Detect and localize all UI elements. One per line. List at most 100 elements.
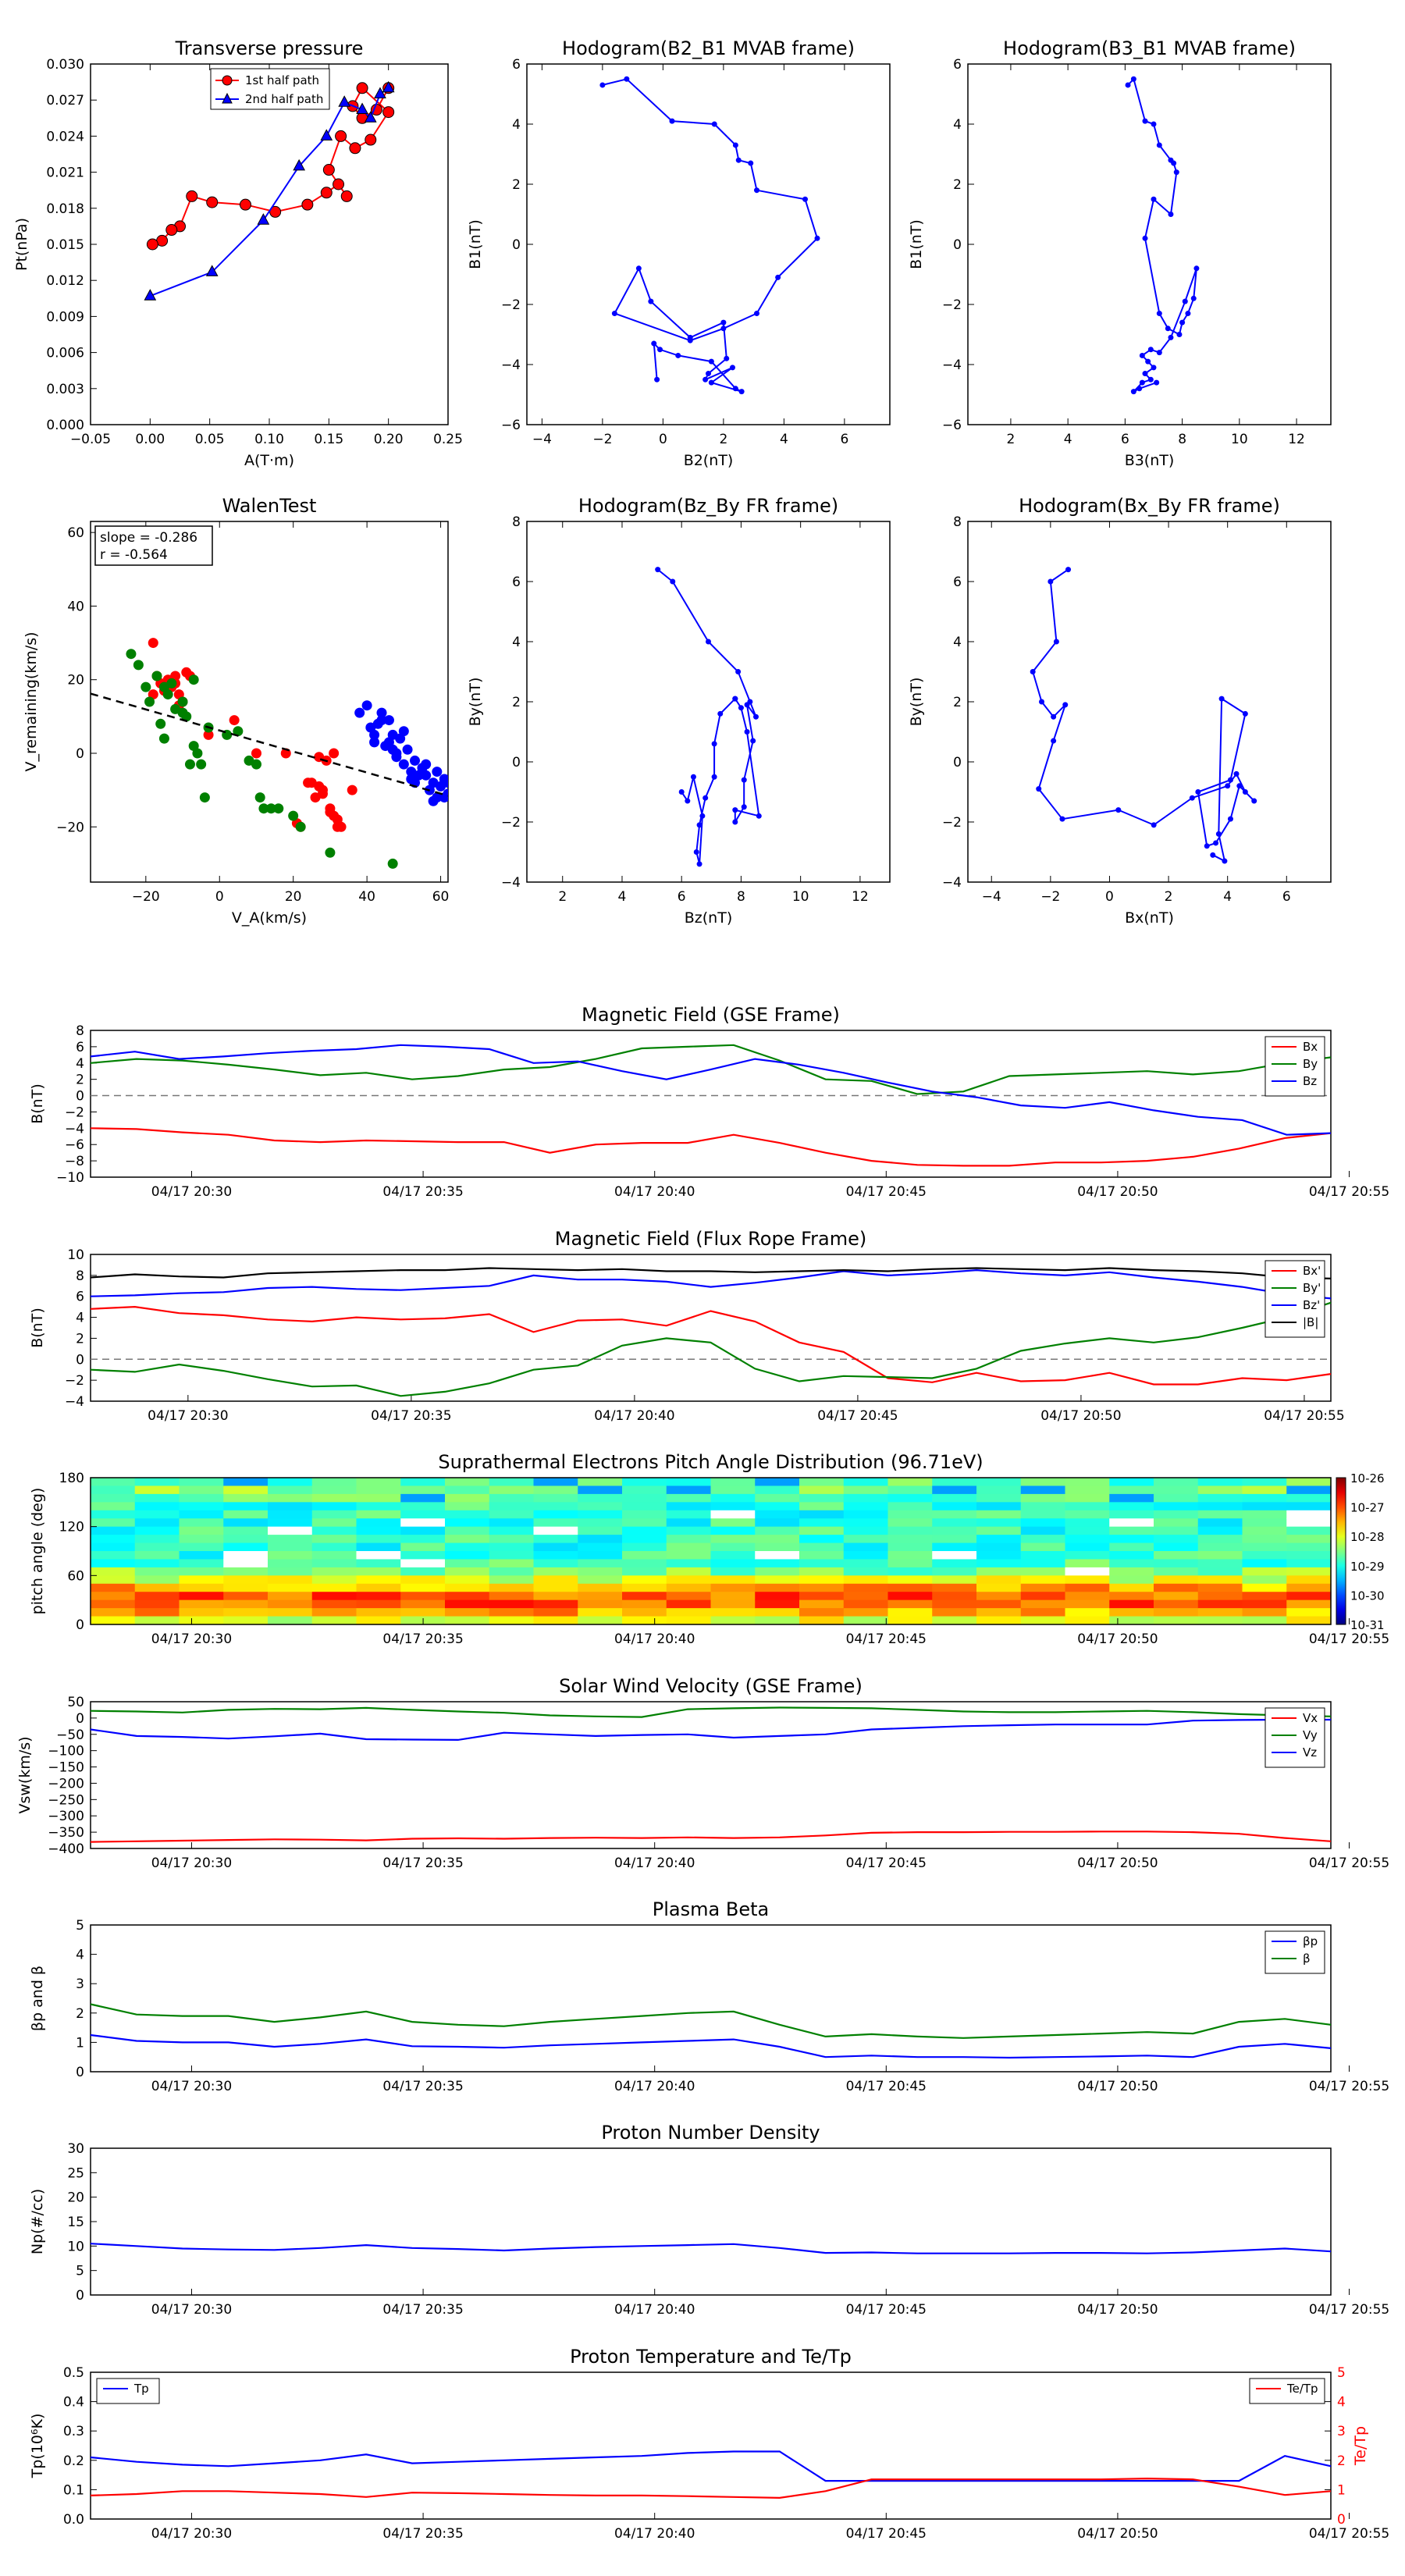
data-point [382,106,395,119]
data-point [374,87,386,98]
heatmap-cell [356,1551,401,1560]
heatmap-cell [1065,1510,1110,1519]
heatmap-cell [755,1551,800,1560]
y-tick-label: −300 [48,1809,84,1824]
heatmap-cell [622,1559,667,1568]
heatmap-cell [489,1510,535,1519]
heatmap-cell [268,1583,313,1592]
series-line [90,2477,1332,2500]
colorbar-tick-label: 10-27 [1350,1501,1385,1515]
heatmap-cell [710,1502,756,1511]
y-tick-label: 30 [67,2141,84,2157]
y-tick-label: −2 [942,815,962,831]
heatmap-cell [843,1526,889,1535]
y-axis: 0 1 2 3 4 5 [76,1918,97,2080]
heatmap-cell [356,1583,401,1592]
data-point [738,389,745,395]
time-tick-label: 04/17 20:35 [382,2526,463,2542]
heatmap-cell [1065,1535,1110,1544]
heatmap-cell [666,1567,712,1576]
heatmap-cell [356,1575,401,1585]
heatmap-cell [932,1518,977,1528]
heatmap-cell [976,1485,1022,1495]
heatmap-cell [932,1485,977,1495]
data-point [735,157,742,163]
data-point [1165,326,1171,332]
heatmap-cell [710,1485,756,1495]
heatmap-cell [179,1493,224,1503]
data-point [696,861,702,867]
data-point [1136,386,1143,392]
series-line [1032,568,1255,863]
data-point [126,649,137,660]
y-tick-label: 0.018 [46,201,84,217]
time-tick-label: 04/17 20:30 [151,2302,232,2318]
time-tick-label: 04/17 20:40 [614,2302,695,2318]
heatmap-cell [710,1567,756,1576]
data-point [1193,265,1200,272]
y-tick-label: 4 [512,635,521,650]
heatmap-cell [1197,1478,1243,1487]
x-tick-label: 2 [1165,889,1173,905]
heatmap-cell [445,1559,490,1568]
y-tick-label: −8 [65,1154,84,1169]
data-point [376,707,387,718]
x-tick-label: 0 [215,889,224,905]
y-axis: 0 60 120 180 [59,1471,97,1633]
y-tick-label: 0.000 [46,418,84,433]
y-tick-label: 0.024 [46,129,84,144]
time-axis: 04/17 20:30 04/17 20:35 04/17 20:40 04/17 2… [151,1618,1389,1647]
legend: Bx By Bz [1264,1036,1325,1097]
y-tick-label: 8 [512,514,521,530]
data-point [1139,379,1145,386]
y-tick-label: 2 [953,177,962,193]
data-point [1125,82,1131,88]
y-tick-label: −2 [942,297,962,313]
legend-entry: β [1303,1952,1311,1966]
heatmap-cell [710,1526,756,1535]
heatmap-cell [1020,1542,1066,1552]
data-point [333,178,345,190]
heatmap-cell [843,1518,889,1528]
x-tick-label: 0.15 [314,432,343,447]
heatmap-cell [400,1567,446,1576]
heatmap-cell [1197,1567,1243,1576]
data-point [655,567,661,573]
chart-title: Magnetic Field (GSE Frame) [582,1004,840,1026]
heatmap-cell [976,1575,1022,1585]
heatmap-cell [489,1592,535,1601]
heatmap-cell [622,1592,667,1601]
heatmap-cell [223,1542,269,1552]
heatmap-cell [578,1493,623,1503]
data-point [1062,702,1069,708]
data-point [133,660,144,671]
data-point [687,334,693,340]
heatmap-cell [1065,1599,1110,1609]
series-line [602,78,819,393]
data-point [732,696,738,702]
time-axis: 04/17 20:30 04/17 20:35 04/17 20:40 04/17 2… [148,1395,1345,1424]
y-tick-label: 0 [76,746,84,762]
colorbar-tick-label: 10-31 [1350,1618,1385,1632]
x-axis-label: A(T·m) [244,452,294,469]
legend-entry: Tp [133,2382,149,2396]
heatmap-cell [799,1478,845,1487]
heatmap-cell [887,1583,933,1592]
heatmap-cell [1242,1599,1287,1609]
y-tick-label: 0 [76,1617,84,1633]
data-point [720,319,727,326]
data-point [325,847,336,858]
heatmap-cell [1154,1583,1199,1592]
data-point [158,681,169,692]
heatmap-cell [1154,1592,1199,1601]
data-point [717,710,724,717]
data-point [1151,365,1157,371]
y-tick-label: 1 [76,2035,84,2051]
heatmap-cell [91,1502,136,1511]
heatmap-cell [799,1592,845,1601]
data-point [741,777,747,783]
heatmap-cell [179,1583,224,1592]
heatmap-cell [755,1599,800,1609]
time-tick-label: 04/17 20:30 [151,2079,232,2094]
heatmap-cell [1286,1485,1332,1495]
